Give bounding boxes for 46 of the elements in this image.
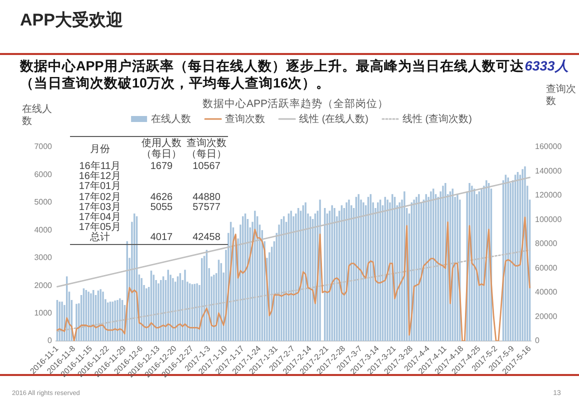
category-label: 17年04月 xyxy=(78,212,122,223)
y2-axis-title: 查询次数 xyxy=(546,82,576,107)
category-label: 总计 xyxy=(89,232,111,244)
y-tick-label: 6000 xyxy=(34,170,53,179)
y-axis-title: 在线人数 xyxy=(22,102,52,127)
y2-tick-label: 80000 xyxy=(535,239,558,248)
y2-tick-label: 20000 xyxy=(535,312,558,321)
y-tick-label: 1000 xyxy=(34,308,53,318)
y-tick-label: 0 xyxy=(48,336,53,346)
y2-tick-label: 40000 xyxy=(535,288,558,297)
category-label: 17年01月 xyxy=(78,181,122,192)
data-label: 42458 xyxy=(192,232,222,244)
y-tick-label: 4000 xyxy=(34,225,53,234)
text: 使用人数（每日） xyxy=(140,138,182,161)
category-label: 17年03月 xyxy=(78,202,122,213)
data-label: 44880 xyxy=(192,192,222,203)
y2-tick-label: 0 xyxy=(535,336,540,346)
text: （当日查询次数破10万次，平均每人查询16次）。 xyxy=(20,76,330,91)
legend-label: 线性 (在线人数) xyxy=(299,112,369,125)
y2-tick-label: 100000 xyxy=(535,214,562,224)
category-label: 16年11月 xyxy=(78,161,122,172)
text: 数据中心APP用户活跃率（每日在线人数）逐步上升。最高峰为当日在线人数可达 xyxy=(19,58,525,74)
y2-tick-label: 60000 xyxy=(535,263,558,272)
legend-label: 在线人数 xyxy=(151,112,192,125)
category-label: 16年12月 xyxy=(78,171,122,182)
data-label: 1679 xyxy=(149,161,174,172)
text: APP大受欢迎 xyxy=(20,10,123,30)
text: 6333人 xyxy=(524,58,569,74)
category-label: 17年02月 xyxy=(78,192,122,203)
y-tick-label: 2000 xyxy=(34,280,53,290)
y2-tick-label: 160000 xyxy=(535,142,562,152)
chart-title: 数据中心APP活跃率趋势（全部岗位） xyxy=(202,96,389,110)
text: 查询次数（每日） xyxy=(186,138,228,161)
legend-label: 线性 (查询次数) xyxy=(402,112,472,125)
y-tick-label: 7000 xyxy=(34,142,53,152)
y-tick-label: 3000 xyxy=(34,253,53,262)
annotation: 月份 xyxy=(89,143,111,157)
data-label: 4626 xyxy=(149,192,174,203)
legend-label: 查询次数 xyxy=(225,112,266,125)
y-tick-label: 5000 xyxy=(34,198,53,207)
data-label: 4017 xyxy=(149,232,174,244)
y2-tick-label: 140000 xyxy=(535,166,562,176)
y2-tick-label: 120000 xyxy=(535,190,562,200)
data-label: 5055 xyxy=(149,202,174,213)
data-label: 57577 xyxy=(192,202,222,213)
data-label: 10567 xyxy=(192,161,222,172)
